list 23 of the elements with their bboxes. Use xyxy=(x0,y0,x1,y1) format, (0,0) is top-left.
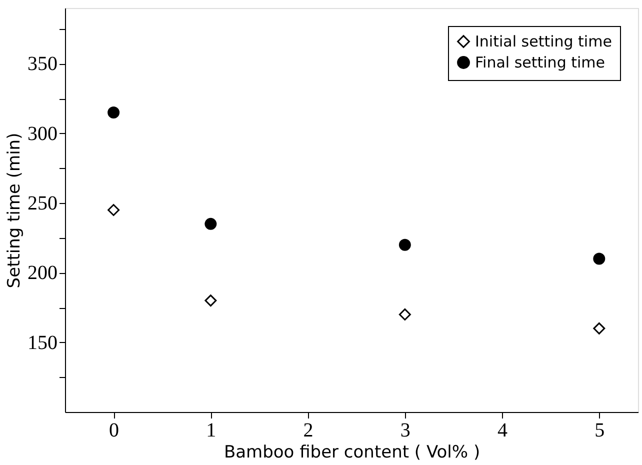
x-tick-label: 3 xyxy=(400,420,410,442)
x-tick-label: 0 xyxy=(109,420,120,442)
y-tick-label: 200 xyxy=(28,262,58,284)
point xyxy=(398,238,411,251)
point xyxy=(398,308,411,320)
point xyxy=(593,322,606,334)
x-tick-label: 4 xyxy=(498,420,508,442)
x-tick-label: 1 xyxy=(206,420,216,442)
x-axis-title: Bamboo fiber content ( Vol% ) xyxy=(224,442,480,462)
point xyxy=(204,218,217,230)
point xyxy=(108,204,120,216)
y-axis-title: Setting time (min) xyxy=(4,132,24,288)
point xyxy=(593,252,606,265)
point xyxy=(108,106,120,118)
y-tick-label: 150 xyxy=(28,332,58,354)
y-tick-label: 300 xyxy=(28,122,58,145)
legend-label: Final setting time xyxy=(475,54,605,72)
x-tick-label: 5 xyxy=(594,420,605,442)
y-tick-label: 350 xyxy=(28,53,58,76)
point xyxy=(204,294,217,307)
x-tick-label: 2 xyxy=(303,420,314,442)
y-tick-label: 250 xyxy=(28,192,58,215)
legend-label: Initial setting time xyxy=(475,32,612,50)
